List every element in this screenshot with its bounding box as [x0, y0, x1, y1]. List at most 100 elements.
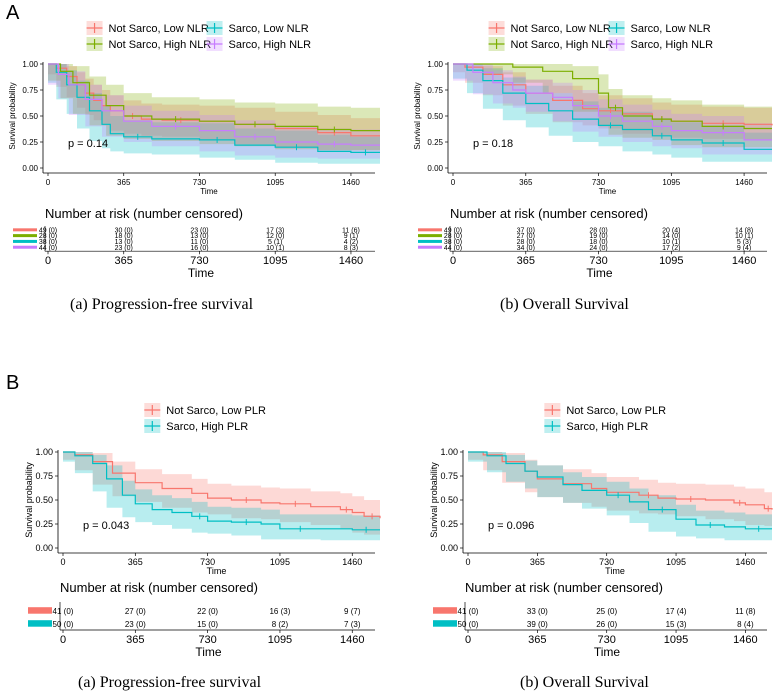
risk-cell: 5 (1) — [268, 239, 282, 246]
risk-row-color — [13, 239, 37, 243]
x-tick-label: 1460 — [735, 557, 755, 567]
risk-x-tick-label: 0 — [60, 634, 66, 646]
km-svg: Not Sarco, Low NLR Sarco, Low NLR Not Sarc… — [413, 21, 773, 280]
risk-x-tick-label: 1460 — [340, 634, 364, 646]
y-axis-label: Survival probability — [429, 462, 439, 538]
risk-cell: 10 (1) — [735, 233, 753, 240]
risk-row-color — [433, 607, 457, 614]
risk-x-tick-label: 730 — [589, 255, 607, 267]
y-axis-label: Survival probability — [24, 462, 34, 538]
caption-b-bottom: (b) Overall Survival — [520, 674, 649, 691]
x-tick-label: 0 — [465, 557, 470, 567]
risk-cell: 50 (0) — [53, 620, 74, 629]
risk-cell: 33 (0) — [527, 607, 548, 616]
x-tick-label: 730 — [193, 178, 207, 187]
y-tick-label: 0.75 — [427, 86, 443, 95]
risk-row-color — [28, 607, 52, 614]
risk-cell: 27 (0) — [517, 233, 535, 240]
risk-cell: 13 (0) — [190, 233, 208, 240]
risk-row-color — [13, 228, 37, 232]
legend: Not Sarco, Low PLR Sarco, High PLR — [544, 403, 666, 433]
p-value: p = 0.14 — [68, 138, 108, 150]
risk-cell: 28 (0) — [589, 227, 607, 234]
y-tick-label: 0.00 — [440, 543, 458, 553]
legend-label: Not Sarco, Low NLR — [109, 23, 209, 35]
survival-curve — [468, 451, 773, 510]
risk-cell: 13 (0) — [115, 239, 133, 246]
risk-cell: 11 (0) — [191, 239, 209, 246]
x-tick-label: 365 — [530, 557, 545, 567]
risk-row-color — [418, 239, 442, 243]
p-value: p = 0.18 — [473, 138, 513, 150]
risk-row-color — [13, 245, 37, 249]
risk-x-tick-label: 730 — [198, 634, 216, 646]
x-tick-label: 730 — [200, 557, 215, 567]
risk-cell: 22 (0) — [197, 607, 218, 616]
y-tick-label: 0.25 — [427, 138, 443, 147]
survival-curve — [453, 63, 772, 150]
panel-label-b: B — [6, 372, 20, 394]
risk-cell: 28 (0) — [39, 233, 57, 240]
km-plot-b-os: Not Sarco, Low PLR Sarco, High PLR 0.00 0.2… — [405, 390, 777, 660]
risk-cell: 34 (0) — [517, 245, 535, 252]
risk-cell: 9 (4) — [737, 245, 751, 252]
legend-label: Sarco, High PLR — [566, 421, 648, 433]
risk-cell: 14 (8) — [735, 227, 753, 234]
x-tick-label: 1095 — [662, 178, 680, 187]
x-tick-label: 1095 — [270, 557, 290, 567]
x-axis-label: Time — [200, 187, 218, 196]
risk-cell: 30 (0) — [115, 227, 133, 234]
x-axis-label: Time — [207, 566, 227, 576]
risk-cell: 17 (4) — [666, 607, 687, 616]
risk-cell: 9 (1) — [344, 233, 358, 240]
legend-label: Sarco, High PLR — [166, 421, 248, 433]
risk-x-tick-label: 1460 — [733, 634, 757, 646]
y-tick-label: 0.75 — [35, 471, 53, 481]
risk-row-color — [13, 234, 37, 238]
risk-x-tick-label: 365 — [517, 255, 535, 267]
risk-cell: 49 (0) — [444, 227, 462, 234]
x-axis-label: Time — [605, 566, 625, 576]
risk-cell: 18 (0) — [589, 239, 607, 246]
risk-cell: 23 (0) — [190, 227, 208, 234]
risk-table-title: Number at risk (number censored) — [60, 580, 258, 595]
p-value: p = 0.043 — [83, 520, 129, 532]
risk-cell: 10 (1) — [662, 239, 680, 246]
risk-cell: 12 (0) — [266, 233, 284, 240]
risk-table-title: Number at risk (number censored) — [465, 580, 663, 595]
risk-table-title: Number at risk (number censored) — [450, 206, 648, 221]
risk-cell: 44 (0) — [39, 245, 57, 252]
x-tick-label: 1095 — [266, 178, 284, 187]
risk-row-color — [418, 228, 442, 232]
risk-cell: 44 (0) — [444, 245, 462, 252]
y-tick-label: 0.25 — [22, 138, 38, 147]
survival-curve — [63, 451, 381, 519]
legend: Not Sarco, Low NLR Sarco, Low NLR Not Sarc… — [86, 21, 311, 51]
km-svg: Not Sarco, Low NLR Sarco, Low NLR Not Sarc… — [8, 21, 380, 280]
risk-x-axis-label: Time — [188, 266, 215, 280]
risk-x-tick-label: 0 — [450, 255, 456, 267]
risk-cell: 24 (0) — [589, 245, 607, 252]
km-plot-a-pfs: Not Sarco, Low NLR Sarco, Low NLR Not Sarc… — [0, 0, 385, 290]
legend-label: Sarco, Low NLR — [229, 23, 309, 35]
risk-x-tick-label: 365 — [115, 255, 133, 267]
risk-cell: 20 (4) — [662, 227, 680, 234]
risk-cell: 17 (2) — [662, 245, 680, 252]
x-tick-label: 365 — [117, 178, 131, 187]
ci-band — [453, 64, 772, 148]
y-tick-label: 0.00 — [427, 164, 443, 173]
risk-cell: 38 (0) — [444, 239, 462, 246]
y-tick-label: 0.75 — [440, 471, 458, 481]
survival-curve — [453, 63, 772, 130]
km-svg: Not Sarco, Low PLR Sarco, High PLR 0.00 0.2… — [24, 403, 381, 659]
x-tick-label: 0 — [451, 178, 456, 187]
risk-cell: 49 (0) — [39, 227, 57, 234]
x-tick-label: 1460 — [735, 178, 753, 187]
y-tick-label: 1.00 — [35, 447, 53, 457]
risk-cell: 41 (0) — [53, 607, 74, 616]
risk-cell: 11 (6) — [342, 227, 360, 234]
risk-cell: 41 (0) — [458, 607, 479, 616]
risk-x-tick-label: 1095 — [268, 634, 292, 646]
ci-band — [453, 64, 772, 162]
risk-row-color — [418, 245, 442, 249]
